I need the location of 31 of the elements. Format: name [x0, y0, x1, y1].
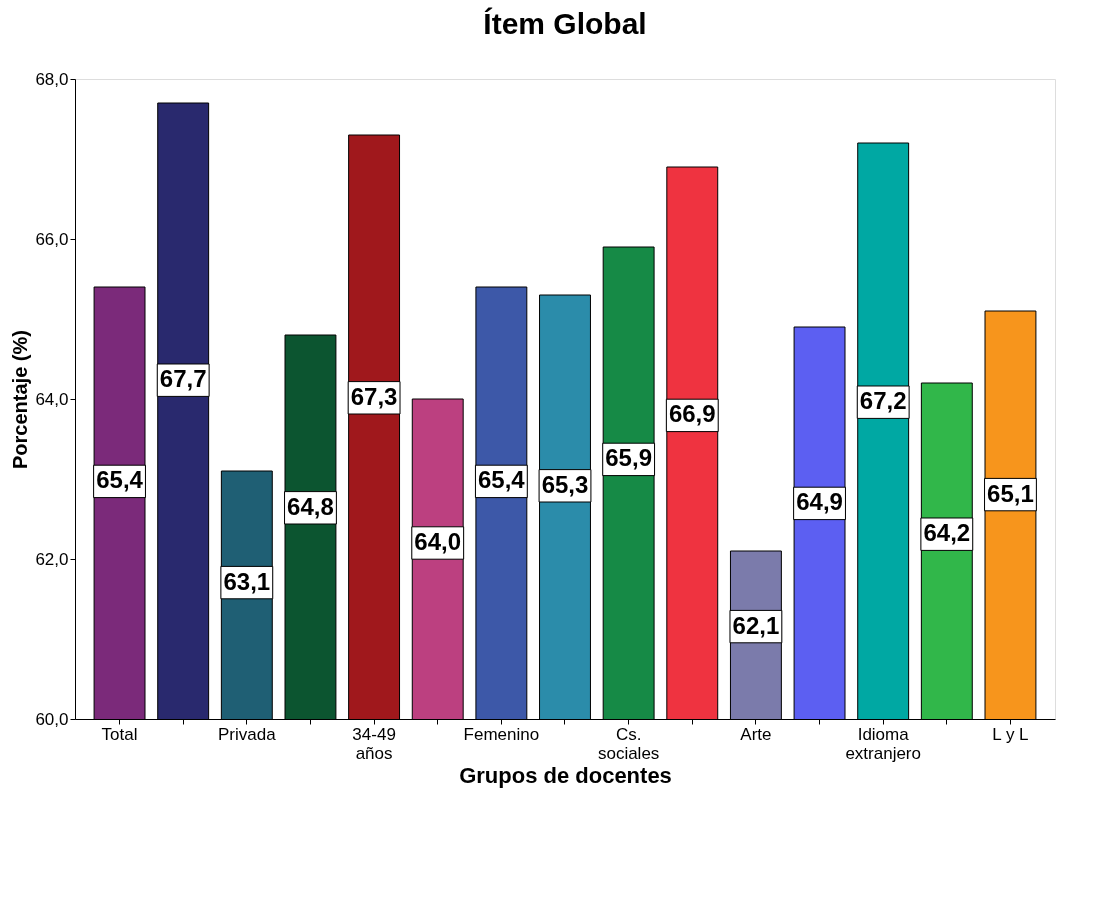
y-tick-label: 62,0 [35, 549, 69, 569]
x-axis-title: Grupos de docentes [459, 762, 672, 788]
x-tick-label: Total [101, 724, 138, 744]
x-tick-label: Arte [740, 724, 772, 744]
data-label: 65,3 [541, 470, 589, 498]
data-label: 65,1 [987, 479, 1034, 507]
x-tick-label: Privada [218, 724, 277, 744]
y-tick-label: 64,0 [35, 389, 69, 409]
data-label: 62,1 [732, 611, 780, 639]
data-label: 64,0 [414, 528, 462, 555]
data-label: 65,4 [478, 466, 526, 494]
x-tick-label: Femenino [463, 724, 540, 744]
data-label: 66,9 [668, 400, 716, 428]
x-tick-label: Cs. sociales [597, 724, 660, 763]
y-tick-label: 66,0 [35, 229, 69, 249]
data-label: 64,8 [287, 492, 334, 520]
x-tick-label: 34-49 años [352, 724, 396, 763]
y-axis-title: Porcentaje (%) [9, 330, 32, 469]
data-label: 67,2 [859, 387, 907, 415]
data-label: 65,9 [605, 444, 652, 472]
x-tick-label: Idioma extranjero [845, 724, 921, 763]
data-label: 63,1 [223, 567, 271, 595]
y-tick-label: 68,0 [35, 69, 69, 89]
y-tick-label: 60,0 [35, 709, 69, 729]
data-label: 65,4 [96, 466, 144, 494]
chart-title: Ítem Global [483, 7, 647, 40]
data-label: 64,9 [796, 488, 843, 516]
x-tick-label: L y L [992, 724, 1029, 744]
data-label: 67,3 [350, 382, 398, 410]
data-label: 64,2 [923, 519, 971, 547]
data-label: 67,7 [159, 365, 207, 393]
